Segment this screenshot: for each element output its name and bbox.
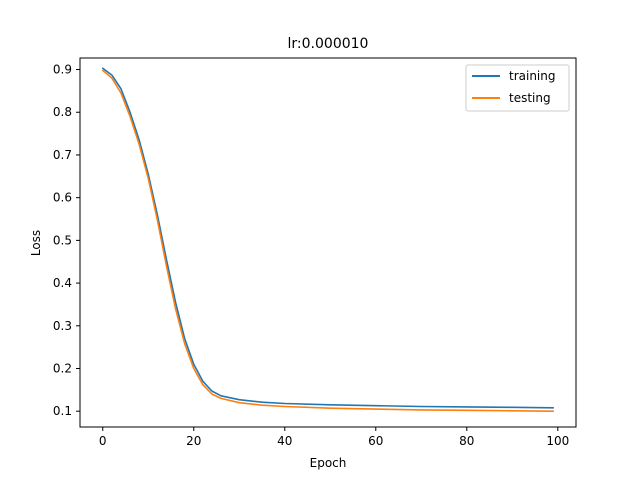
- ticks-layer: 0 20 40 60 80 100 0.1 0.2 0.3 0.4 0.5 0.6 0.7 0.8 0.9: [53, 63, 569, 448]
- x-tick-label: 80: [459, 434, 474, 448]
- y-tick-label: 0.8: [53, 105, 72, 119]
- y-tick-label: 0.2: [53, 361, 72, 375]
- x-tick-label: 100: [546, 434, 569, 448]
- x-tick-label: 60: [368, 434, 383, 448]
- x-tick-label: 40: [277, 434, 292, 448]
- y-tick-label: 0.7: [53, 148, 72, 162]
- y-tick-label: 0.9: [53, 63, 72, 77]
- legend-label-training: training: [509, 69, 556, 83]
- series-line-training: [101, 67, 555, 409]
- chart-title: lr:0.000010: [288, 36, 369, 52]
- legend-label-testing: testing: [509, 91, 551, 105]
- series-line-testing: [101, 69, 555, 413]
- y-tick-label: 0.4: [53, 276, 72, 290]
- y-tick-label: 0.5: [53, 233, 72, 247]
- y-axis-label: Loss: [29, 230, 43, 256]
- x-axis-label: Epoch: [310, 456, 347, 470]
- legend: training testing: [465, 64, 570, 112]
- x-tick-label: 0: [99, 434, 107, 448]
- series-layer: [101, 67, 555, 413]
- y-tick-label: 0.3: [53, 319, 72, 333]
- plot-frame: [79, 57, 577, 428]
- y-tick-label: 0.6: [53, 191, 72, 205]
- x-tick-label: 20: [186, 434, 201, 448]
- y-tick-label: 0.1: [53, 404, 72, 418]
